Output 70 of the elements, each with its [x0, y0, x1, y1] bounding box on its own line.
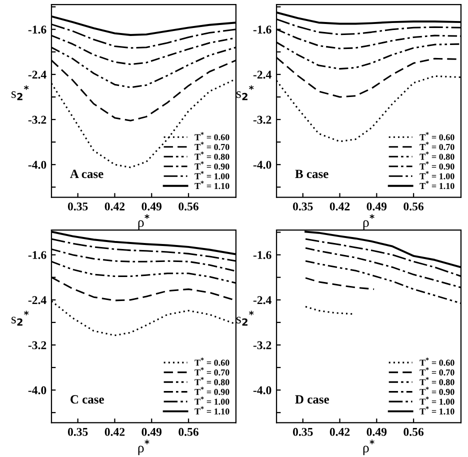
x-tick-label: 0.42 — [104, 428, 125, 436]
y-tick-label: -3.2 — [28, 116, 46, 124]
legend-label: T$^{*}$ = 0.80 — [420, 152, 454, 160]
y-tick-label: -2.4 — [253, 296, 272, 304]
y-tick-label: -1.6 — [28, 26, 46, 34]
x-tick-label: 0.49 — [366, 202, 387, 210]
x-tick-label: 0.56 — [404, 202, 424, 210]
y-tick-label: -3.2 — [253, 116, 272, 124]
x-axis-title: ρ$^{*}$ — [363, 440, 374, 456]
x-tick-label: 0.35 — [292, 202, 313, 210]
x-tick-label: 0.49 — [366, 428, 387, 436]
y-tick-label: -4.0 — [253, 386, 272, 394]
y-tick-label: -2.4 — [28, 296, 46, 304]
y-tick-label: -1.6 — [253, 251, 272, 260]
y-axis-title: s$_{2}$$^{*}$ — [236, 85, 254, 100]
legend-label: T$^{*}$ = 0.60 — [420, 358, 454, 366]
x-tick-label: 0.56 — [178, 428, 198, 436]
x-axis-title: ρ$^{*}$ — [138, 440, 150, 456]
x-tick-label: 0.35 — [68, 428, 88, 436]
y-tick-label: -2.4 — [253, 70, 272, 79]
legend-label: T$^{*}$ = 0.60 — [194, 132, 230, 140]
line-series — [304, 306, 354, 315]
line-series — [304, 277, 375, 290]
legend-label: T$^{*}$ = 1.10 — [194, 180, 230, 190]
legend-label: T$^{*}$ = 1.10 — [420, 180, 454, 190]
x-axis-title: ρ$^{*}$ — [138, 214, 150, 230]
x-tick-label: 0.42 — [330, 428, 350, 436]
x-tick-label: 0.56 — [178, 202, 198, 210]
x-tick-label: 0.35 — [68, 202, 88, 210]
legend-label: T$^{*}$ = 0.70 — [420, 367, 454, 376]
y-axis-title: s$_{2}$$^{*}$ — [236, 310, 254, 326]
legend-label: T$^{*}$ = 1.00 — [420, 171, 454, 180]
annotation: A case — [70, 170, 104, 178]
y-tick-label: -4.0 — [253, 160, 272, 169]
legend-label: T$^{*}$ = 0.80 — [420, 377, 454, 386]
legend-label: T$^{*}$ = 0.60 — [420, 132, 454, 140]
legend-label: T$^{*}$ = 1.00 — [194, 171, 230, 180]
y-tick-label: -1.6 — [253, 26, 272, 34]
legend-label: T$^{*}$ = 0.70 — [420, 142, 454, 150]
x-tick-label: 0.56 — [404, 428, 424, 436]
y-tick-label: -3.2 — [253, 341, 272, 350]
y-tick-label: -2.4 — [28, 70, 46, 79]
legend-label: T$^{*}$ = 1.00 — [194, 396, 230, 405]
x-tick-label: 0.42 — [104, 202, 125, 210]
legend-label: T$^{*}$ = 0.90 — [420, 386, 454, 396]
y-tick-label: -4.0 — [28, 386, 46, 394]
x-tick-label: 0.42 — [330, 202, 350, 210]
legend-label: T$^{*}$ = 0.70 — [194, 367, 230, 376]
y-tick-label: -4.0 — [28, 160, 46, 169]
legend-label: T$^{*}$ = 0.90 — [194, 386, 230, 396]
y-tick-label: -3.2 — [28, 341, 46, 350]
legend-label: T$^{*}$ = 1.10 — [194, 406, 230, 415]
annotation: C case — [70, 395, 104, 404]
y-axis-title: s$_{2}$$^{*}$ — [12, 85, 29, 100]
x-tick-label: 0.49 — [142, 428, 162, 436]
legend-label: T$^{*}$ = 0.60 — [194, 358, 230, 366]
annotation: B case — [295, 170, 328, 178]
legend-label: T$^{*}$ = 0.80 — [194, 152, 230, 160]
y-axis-title: s$_{2}$$^{*}$ — [12, 310, 29, 326]
legend-label: T$^{*}$ = 0.90 — [420, 161, 454, 170]
legend-label: T$^{*}$ = 1.10 — [420, 406, 454, 415]
x-tick-label: 0.35 — [292, 428, 313, 436]
y-tick-label: -1.6 — [28, 251, 46, 260]
x-tick-label: 0.49 — [142, 202, 162, 210]
x-axis-title: ρ$^{*}$ — [363, 214, 374, 230]
annotation: D case — [295, 395, 330, 404]
legend-label: T$^{*}$ = 0.80 — [194, 377, 230, 386]
legend-label: T$^{*}$ = 1.00 — [420, 396, 454, 405]
legend-label: T$^{*}$ = 0.70 — [194, 142, 230, 150]
legend-label: T$^{*}$ = 0.90 — [194, 161, 230, 170]
